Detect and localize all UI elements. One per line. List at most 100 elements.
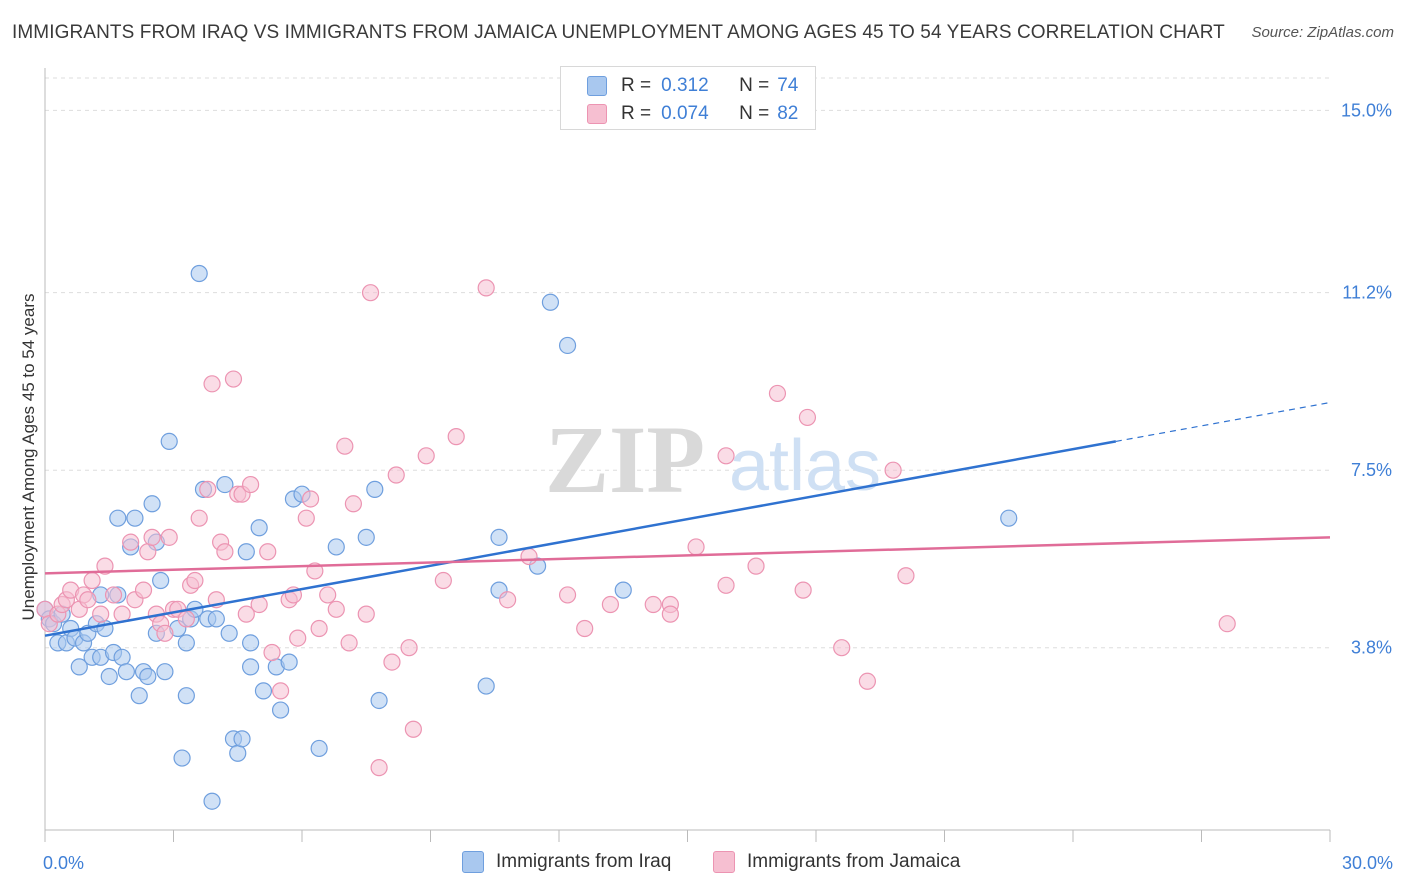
iraq-point bbox=[357, 528, 375, 546]
jamaica-point bbox=[199, 480, 217, 498]
legend-item-jamaica[interactable]: Immigrants from Jamaica bbox=[713, 851, 960, 873]
jamaica-point bbox=[477, 279, 495, 297]
jamaica-point bbox=[83, 571, 101, 590]
iraq-point bbox=[203, 792, 221, 810]
iraq-point bbox=[130, 687, 148, 705]
iraq-point bbox=[490, 528, 508, 546]
jamaica-swatch bbox=[713, 851, 735, 873]
jamaica-point bbox=[417, 447, 435, 465]
trend-lines bbox=[44, 401, 1331, 637]
jamaica-point bbox=[601, 595, 620, 614]
iraq-point bbox=[242, 658, 260, 676]
jamaica-point bbox=[520, 547, 538, 566]
jamaica-point bbox=[156, 624, 174, 642]
jamaica-point bbox=[558, 586, 577, 604]
jamaica-point bbox=[768, 384, 787, 403]
iraq-point bbox=[327, 538, 345, 556]
jamaica-point bbox=[1218, 615, 1236, 633]
legend-item-iraq[interactable]: Immigrants from Iraq bbox=[462, 851, 671, 873]
jamaica-point bbox=[242, 475, 260, 494]
grid-lines bbox=[45, 77, 1330, 649]
jamaica-point bbox=[361, 284, 380, 302]
jamaica-point bbox=[357, 605, 375, 623]
iraq-point bbox=[143, 495, 161, 513]
jamaica-point bbox=[289, 629, 307, 647]
y-tick-label: 7.5% bbox=[1351, 460, 1392, 480]
jamaica-swatch bbox=[587, 104, 607, 124]
jamaica-point bbox=[203, 375, 221, 393]
watermark-zip: ZIP bbox=[545, 406, 705, 513]
iraq-point bbox=[237, 543, 255, 561]
jamaica-point bbox=[160, 528, 178, 546]
axes bbox=[44, 68, 1331, 842]
iraq-trend-extension bbox=[1115, 401, 1331, 442]
jamaica-point bbox=[644, 595, 662, 614]
legend-row-iraq: R = 0.312 N = 74 bbox=[587, 73, 798, 99]
jamaica-point bbox=[404, 720, 422, 738]
jamaica-point bbox=[319, 586, 337, 604]
iraq-point bbox=[70, 658, 88, 676]
source-credit: Source: ZipAtlas.com bbox=[1251, 24, 1394, 41]
iraq-point bbox=[220, 624, 238, 642]
series-legend: Immigrants from Iraq Immigrants from Jam… bbox=[0, 851, 1406, 879]
jamaica-point bbox=[139, 543, 157, 561]
iraq-point bbox=[250, 519, 268, 537]
legend-r-label: R = bbox=[621, 103, 652, 124]
iraq-point bbox=[173, 749, 191, 767]
y-tick-label: 15.0% bbox=[1341, 100, 1392, 120]
iraq-swatch bbox=[587, 76, 607, 96]
jamaica-point bbox=[336, 437, 354, 455]
iraq-point bbox=[1000, 509, 1018, 527]
jamaica-point bbox=[434, 571, 452, 590]
jamaica-point bbox=[327, 600, 345, 618]
iraq-point bbox=[280, 653, 298, 671]
y-tick-label: 3.8% bbox=[1351, 638, 1392, 658]
correlation-legend: R = 0.312 N = 74 R = 0.074 N = 82 bbox=[560, 66, 816, 130]
x-tick-label: 0.0% bbox=[43, 853, 84, 873]
iraq-swatch bbox=[462, 851, 484, 873]
jamaica-point bbox=[717, 576, 735, 594]
jamaica-point bbox=[143, 528, 161, 546]
jamaica-point bbox=[186, 571, 204, 590]
jamaica-point bbox=[263, 643, 281, 662]
iraq-point bbox=[216, 475, 234, 494]
jamaica-point bbox=[237, 605, 255, 623]
jamaica-point bbox=[134, 581, 153, 599]
watermark: ZIP atlas bbox=[545, 406, 881, 513]
jamaica-point bbox=[499, 591, 517, 609]
legend-n-label: N = bbox=[739, 103, 770, 124]
iraq-point bbox=[117, 663, 135, 681]
iraq-point bbox=[156, 663, 174, 681]
iraq-point bbox=[366, 480, 384, 498]
jamaica-point bbox=[224, 370, 243, 388]
iraq-point bbox=[177, 687, 195, 705]
iraq-point bbox=[541, 293, 560, 311]
jamaica-trend-line bbox=[44, 536, 1331, 575]
legend-iraq-r: 0.312 bbox=[661, 75, 709, 96]
iraq-point bbox=[271, 701, 290, 719]
jamaica-point bbox=[297, 509, 315, 527]
iraq-point bbox=[100, 667, 118, 686]
iraq-trend-line bbox=[44, 440, 1117, 637]
legend-jamaica-label: Immigrants from Jamaica bbox=[747, 851, 961, 872]
iraq-point bbox=[614, 581, 632, 599]
jamaica-point bbox=[687, 538, 705, 556]
jamaica-point bbox=[259, 543, 277, 561]
iraq-point bbox=[254, 682, 273, 700]
jamaica-point bbox=[897, 567, 915, 585]
iraq-point bbox=[233, 730, 251, 748]
jamaica-point bbox=[344, 495, 362, 513]
legend-r-label: R = bbox=[621, 75, 652, 96]
legend-n-label: N = bbox=[739, 75, 770, 96]
jamaica-point bbox=[340, 634, 358, 652]
jamaica-point bbox=[190, 509, 208, 527]
jamaica-point bbox=[216, 543, 234, 561]
jamaica-point bbox=[370, 759, 388, 777]
legend-row-jamaica: R = 0.074 N = 82 bbox=[587, 101, 798, 127]
iraq-point bbox=[310, 739, 328, 758]
jamaica-point bbox=[177, 610, 195, 628]
jamaica-point bbox=[383, 653, 401, 671]
iraq-point bbox=[152, 571, 170, 590]
jamaica-point bbox=[400, 639, 418, 657]
jamaica-point bbox=[79, 591, 97, 609]
